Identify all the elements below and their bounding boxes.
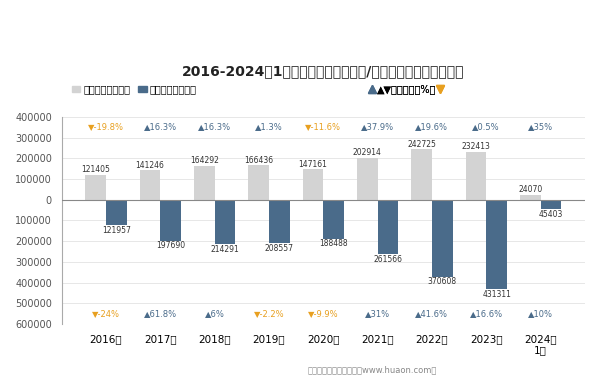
Bar xyxy=(411,149,432,200)
Text: 164292: 164292 xyxy=(190,156,219,165)
Bar xyxy=(248,165,269,200)
Text: 232413: 232413 xyxy=(461,142,490,151)
Text: 214291: 214291 xyxy=(211,245,239,254)
Bar xyxy=(466,152,486,200)
Text: ▼-11.6%: ▼-11.6% xyxy=(305,122,341,131)
Text: 24070: 24070 xyxy=(518,185,542,194)
Text: 45403: 45403 xyxy=(539,210,563,219)
Bar xyxy=(85,175,106,200)
Text: ▲37.9%: ▲37.9% xyxy=(361,122,394,131)
Bar xyxy=(357,158,377,200)
Text: ▲35%: ▲35% xyxy=(528,122,553,131)
Text: 370608: 370608 xyxy=(428,277,457,286)
Text: ▼-24%: ▼-24% xyxy=(92,309,120,318)
Bar xyxy=(160,200,181,241)
Text: ▲16.3%: ▲16.3% xyxy=(198,122,231,131)
Text: ▼-19.8%: ▼-19.8% xyxy=(88,122,124,131)
Text: ▲31%: ▲31% xyxy=(365,309,390,318)
Text: ▼-9.9%: ▼-9.9% xyxy=(308,309,338,318)
Legend: ▲▼同比增长（%）, : ▲▼同比增长（%）, xyxy=(370,84,444,94)
Text: 197690: 197690 xyxy=(156,241,185,250)
Text: 208557: 208557 xyxy=(265,243,294,253)
Text: ▲16.6%: ▲16.6% xyxy=(470,309,503,318)
Bar xyxy=(323,200,344,239)
Text: 141246: 141246 xyxy=(136,161,164,170)
Text: 166436: 166436 xyxy=(244,156,273,164)
Text: 制图：华经产业研究院（www.huaon.com）: 制图：华经产业研究院（www.huaon.com） xyxy=(307,365,437,374)
Bar xyxy=(377,200,398,254)
Bar xyxy=(520,195,541,200)
Bar xyxy=(194,166,215,200)
Bar xyxy=(215,200,235,244)
Text: 121405: 121405 xyxy=(81,165,110,174)
Text: ▲10%: ▲10% xyxy=(528,309,553,318)
Text: ▲41.6%: ▲41.6% xyxy=(415,309,448,318)
Title: 2016-2024年1月黄石市（境内目的地/货源地）进、出口额统计: 2016-2024年1月黄石市（境内目的地/货源地）进、出口额统计 xyxy=(182,64,464,78)
Bar xyxy=(302,169,323,200)
Text: ▼-2.2%: ▼-2.2% xyxy=(254,309,284,318)
Text: 202914: 202914 xyxy=(353,148,382,157)
Text: ▲16.3%: ▲16.3% xyxy=(144,122,177,131)
Text: 121957: 121957 xyxy=(102,226,131,235)
Bar xyxy=(486,200,507,289)
Bar xyxy=(541,200,561,209)
Text: ▲19.6%: ▲19.6% xyxy=(415,122,448,131)
Bar xyxy=(106,200,127,225)
Text: ▲61.8%: ▲61.8% xyxy=(144,309,177,318)
Text: 188488: 188488 xyxy=(319,239,348,248)
Text: 242725: 242725 xyxy=(407,140,436,149)
Bar xyxy=(432,200,452,277)
Text: 431311: 431311 xyxy=(482,290,511,299)
Bar xyxy=(269,200,290,243)
Text: ▲0.5%: ▲0.5% xyxy=(472,122,500,131)
Text: 261566: 261566 xyxy=(373,254,403,263)
Bar xyxy=(140,170,160,200)
Text: ▲6%: ▲6% xyxy=(205,309,224,318)
Text: 147161: 147161 xyxy=(299,160,328,169)
Text: ▲1.3%: ▲1.3% xyxy=(255,122,283,131)
